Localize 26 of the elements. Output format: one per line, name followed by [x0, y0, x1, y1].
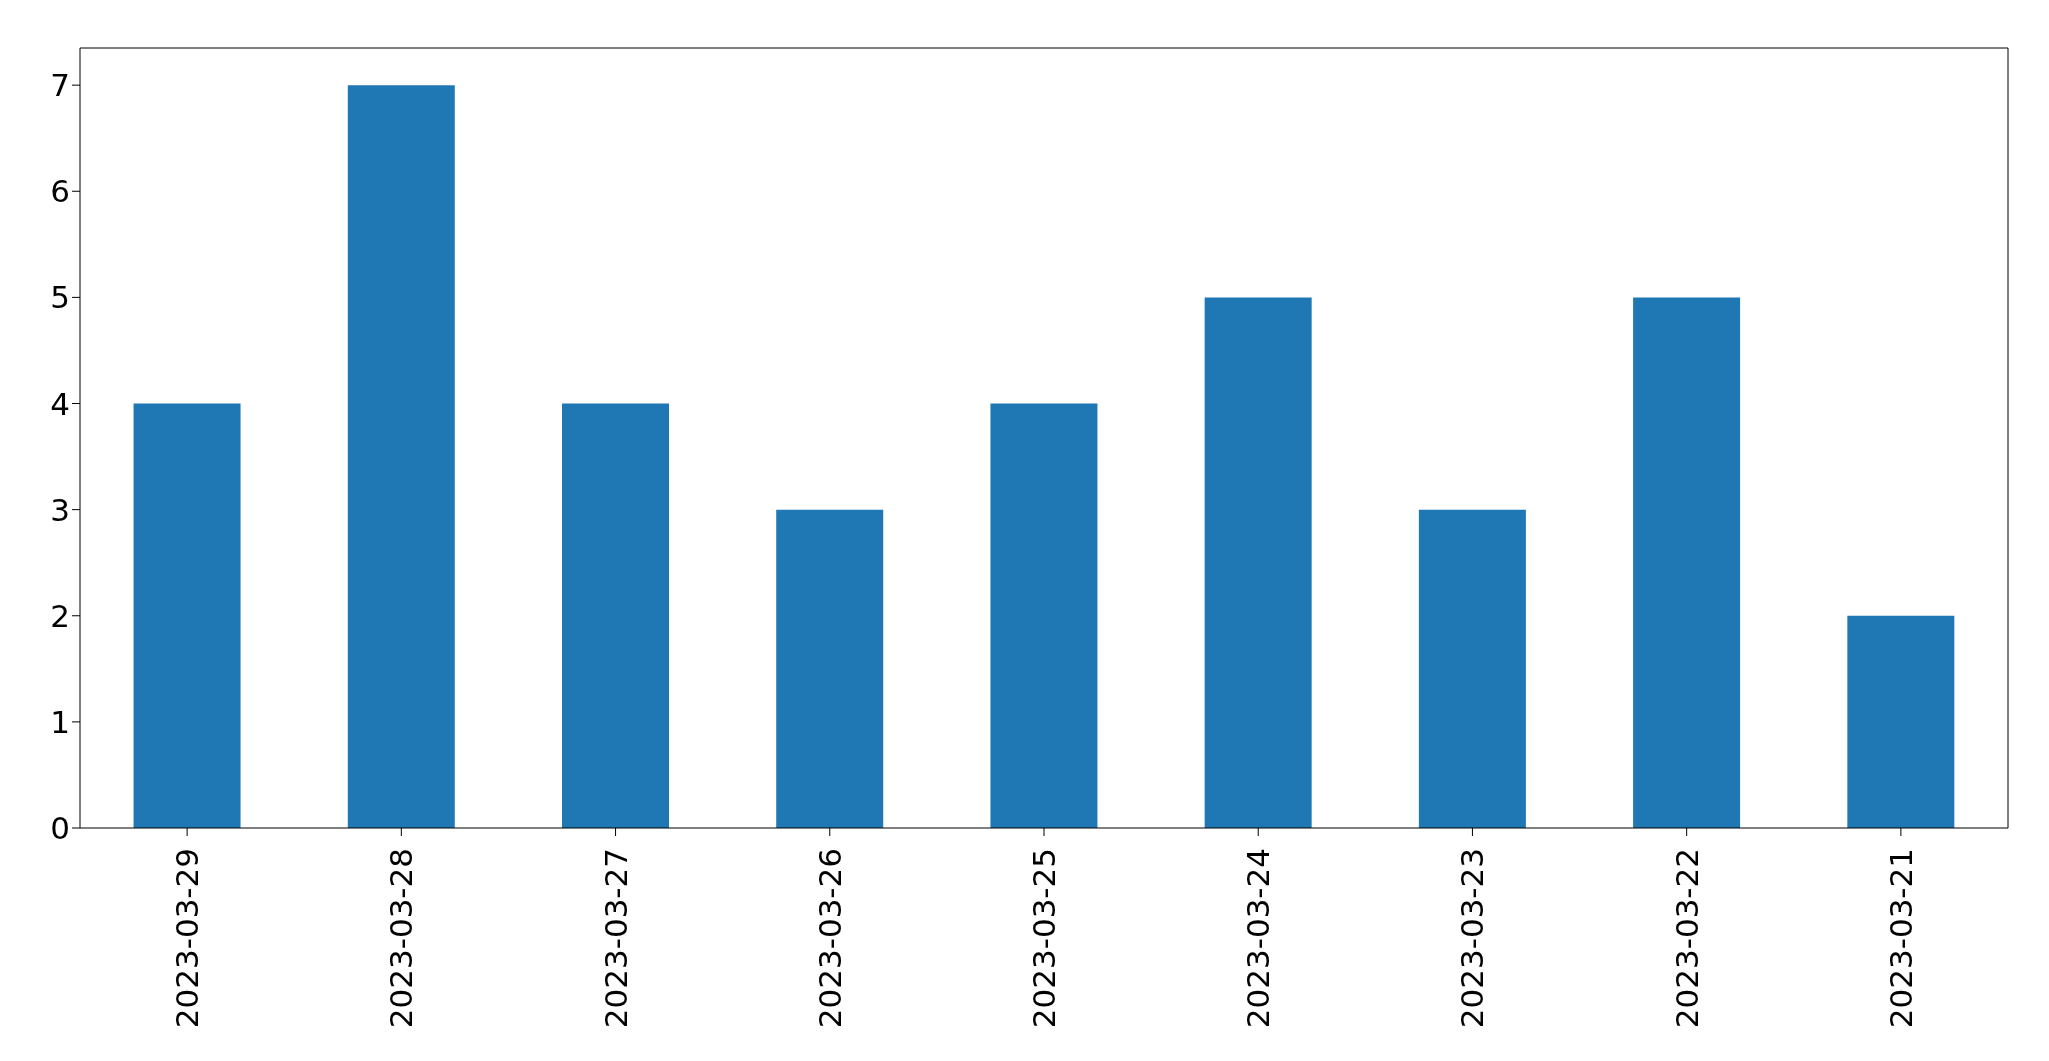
bar: [990, 403, 1098, 828]
y-tick-label: 5: [50, 279, 70, 316]
y-tick-label: 0: [50, 810, 70, 847]
y-tick-label: 2: [50, 597, 70, 634]
y-tick-label: 1: [50, 703, 70, 740]
y-tick-label: 7: [50, 67, 70, 104]
y-tick-label: 6: [50, 173, 70, 210]
x-tick-label: 2023-03-21: [1882, 848, 1919, 1029]
bar: [562, 403, 669, 828]
x-tick-label: 2023-03-22: [1668, 848, 1705, 1029]
bar: [1633, 297, 1741, 828]
bar: [776, 509, 884, 828]
x-tick-label: 2023-03-25: [1026, 848, 1062, 1029]
y-tick-label: 3: [50, 491, 70, 528]
bar: [347, 85, 455, 828]
x-tick-label: 2023-03-23: [1454, 848, 1491, 1029]
x-tick-label: 2023-03-27: [597, 848, 634, 1029]
bar: [1418, 509, 1526, 828]
x-tick-label: 2023-03-24: [1240, 848, 1277, 1029]
x-tick-label: 2023-03-29: [169, 848, 206, 1029]
bar: [1204, 297, 1312, 828]
x-tick-label: 2023-03-26: [811, 848, 848, 1029]
bar: [1847, 615, 1955, 828]
bar: [133, 403, 241, 828]
y-tick-label: 4: [50, 385, 70, 422]
x-tick-label: 2023-03-28: [383, 848, 420, 1029]
